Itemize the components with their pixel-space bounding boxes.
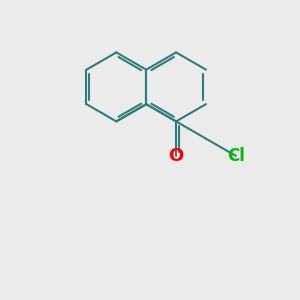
Text: Cl: Cl [227,147,245,165]
Text: O: O [169,147,184,165]
